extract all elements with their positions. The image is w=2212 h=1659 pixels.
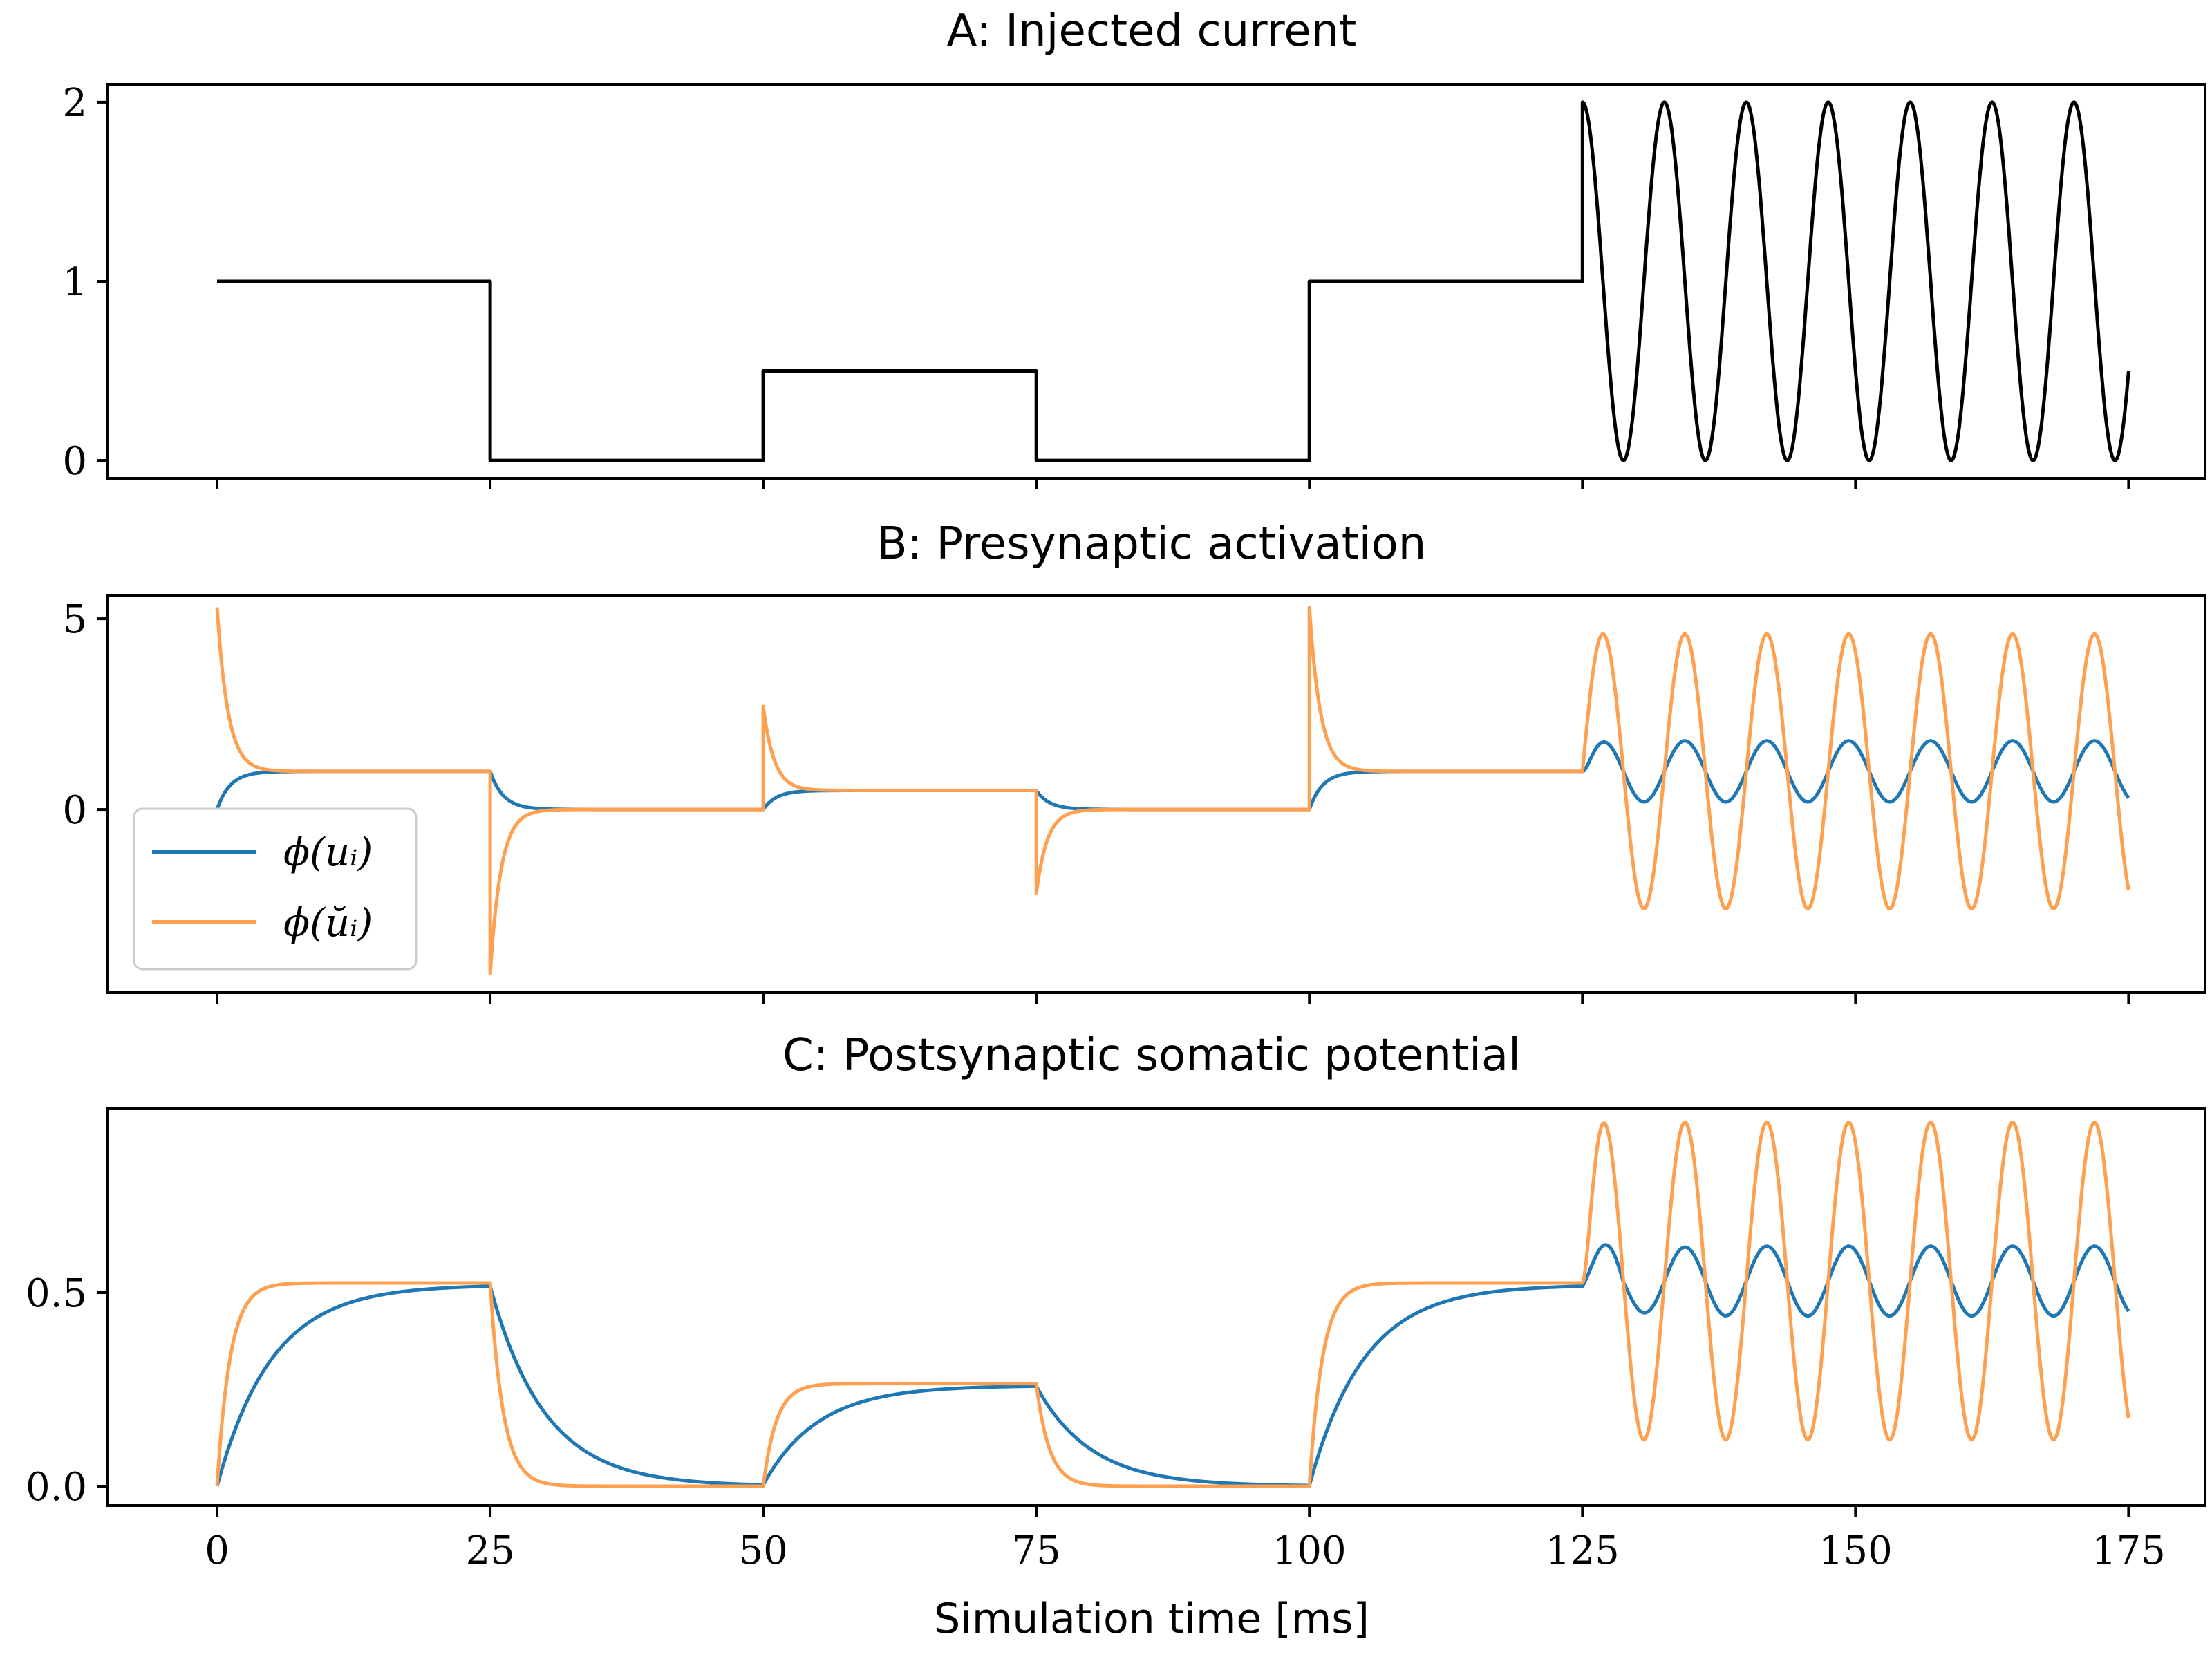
legend-label-u: ϕ(uᵢ) (283, 830, 373, 875)
x-tick-label: 100 (1273, 1528, 1347, 1573)
panel-a-title: A: Injected current (947, 6, 1357, 57)
series-line-0-0 (217, 100, 2130, 462)
y-tick-label: 0.5 (26, 1271, 87, 1316)
x-tick-label: 0 (205, 1528, 229, 1573)
panel-c-title: C: Postsynaptic somatic potential (782, 1030, 1521, 1081)
panel-a: A: Injected current 0 1 2 (62, 6, 2206, 489)
y-tick-label: 5 (62, 597, 87, 642)
legend-label-u-breve: ϕ(ŭᵢ) (283, 901, 373, 946)
y-tick-label: 0 (62, 788, 87, 833)
panel-c-plot: 0 25 50 75 100 125 150 175 0.0 0.5 (26, 1121, 2166, 1573)
x-axis-label: Simulation time [ms] (934, 1595, 1369, 1643)
series-line-2-0 (215, 1243, 2130, 1488)
panel-b-plot: 05 (62, 597, 2130, 1004)
panel-b-frame (106, 594, 2206, 994)
x-tick-label: 25 (465, 1528, 514, 1573)
panel-a-plot: 0 1 2 (62, 81, 2130, 489)
x-tick-label: 125 (1546, 1528, 1620, 1573)
panel-b-legend: ϕ(uᵢ) ϕ(ŭᵢ) (133, 807, 418, 971)
x-tick-label: 175 (2092, 1528, 2166, 1573)
y-tick-label: 0 (62, 439, 87, 484)
series-line-1-0 (215, 739, 2130, 812)
y-tick-label: 2 (62, 81, 87, 126)
series-line-1-1 (215, 606, 2130, 975)
y-tick-label: 0.0 (26, 1465, 87, 1510)
x-tick-label: 150 (1819, 1528, 1893, 1573)
panel-a-frame (106, 83, 2206, 480)
panel-b: B: Presynaptic activation 05 ϕ(uᵢ) ϕ(ŭᵢ) (62, 518, 2206, 1004)
x-tick-label: 75 (1012, 1528, 1061, 1573)
y-tick-label: 1 (62, 260, 87, 305)
panel-c-frame (106, 1107, 2206, 1507)
x-tick-label: 50 (738, 1528, 787, 1573)
panel-b-title: B: Presynaptic activation (877, 518, 1427, 570)
panel-c: C: Postsynaptic somatic potential 0 25 50 7… (26, 1030, 2206, 1643)
series-line-2-1 (215, 1121, 2130, 1488)
legend-box (133, 807, 418, 971)
